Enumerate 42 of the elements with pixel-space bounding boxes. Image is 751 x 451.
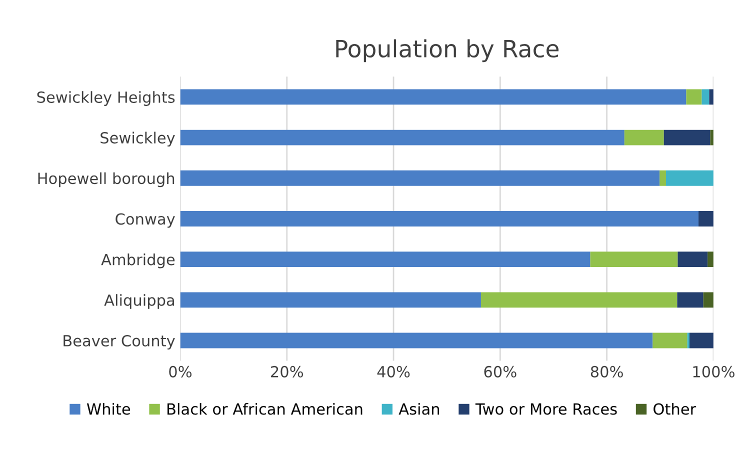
bar [180,332,653,348]
bar [480,292,678,308]
bar [702,89,710,105]
x-tick-label: 0% [169,366,192,378]
x-tick-label: 40% [377,366,410,378]
bar [652,332,688,348]
bar [686,89,702,105]
bar [180,130,624,146]
y-tick-label: Sewickley [100,132,175,147]
legend-label: Black or African American [168,402,362,415]
x-tick-label: 100% [693,366,734,378]
bar [180,292,481,308]
y-tick-label: Conway [116,213,175,228]
bar [180,170,660,186]
y-tick-label: Aliquippa [104,294,174,309]
legend-label: Asian [398,402,440,415]
legend-label: White [86,402,130,415]
bar [666,170,714,186]
y-tick-label: Hopewell borough [38,172,174,188]
legend-label: Other [654,402,696,415]
bar [180,211,699,226]
bar [660,170,666,186]
legend-label: Two or More Races [475,403,617,415]
x-tick-label: 80% [590,366,623,378]
bar [678,252,708,268]
bar [698,211,714,226]
bar [709,89,714,105]
bar [689,332,714,348]
bar [180,252,590,268]
x-tick-label: 60% [484,366,516,378]
y-tick-label: Beaver County [64,334,175,350]
bar [703,292,714,308]
bar [677,292,704,308]
bar [590,252,678,268]
bar [664,130,710,146]
bar [180,89,686,105]
chart-title: Population by Race [336,39,559,62]
bar [708,252,714,268]
bar [624,130,664,146]
y-tick-label: Ambridge [101,254,175,268]
x-tick-label: 20% [271,366,304,378]
y-tick-label: Sewickley Heights [37,91,175,106]
